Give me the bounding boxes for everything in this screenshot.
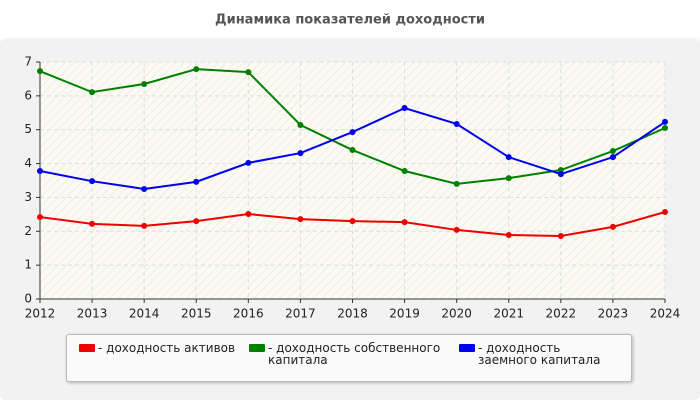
point [89, 220, 96, 227]
legend-label: - доходность активов [98, 341, 236, 355]
point [662, 208, 668, 215]
point [193, 178, 200, 185]
point [401, 168, 408, 175]
point [245, 211, 252, 218]
point [297, 216, 304, 223]
point [505, 175, 512, 182]
point [401, 219, 408, 226]
y-tick-label: 6 [24, 88, 32, 102]
point [609, 223, 616, 230]
x-tick-label: 2016 [233, 307, 264, 321]
x-tick-label: 2012 [25, 307, 56, 321]
chart-title: Динамика показателей доходности [215, 13, 485, 28]
x-tick-label: 2013 [77, 307, 108, 321]
point [349, 147, 356, 154]
point [557, 233, 564, 240]
x-tick-label: 2022 [546, 307, 577, 321]
y-tick-label: 3 [24, 190, 32, 204]
point [89, 178, 96, 185]
x-tick-label: 2015 [181, 307, 212, 321]
point [453, 180, 460, 187]
point [141, 185, 148, 192]
point [349, 129, 356, 136]
x-tick-label: 2023 [598, 307, 629, 321]
x-tick-label: 2020 [441, 307, 472, 321]
x-tick-label: 2021 [493, 307, 524, 321]
legend-item: - доходность собственного капитала [249, 342, 459, 381]
x-tick-label: 2014 [129, 307, 160, 321]
point [453, 226, 460, 233]
x-tick-label: 2017 [285, 307, 316, 321]
point [609, 148, 616, 155]
legend-swatch [459, 344, 475, 352]
point [297, 121, 304, 128]
point [37, 214, 43, 221]
legend-label: - доходность заемного капитала [478, 341, 601, 367]
point [557, 171, 564, 178]
y-tick-label: 0 [24, 292, 32, 306]
point [401, 105, 408, 112]
point [37, 68, 43, 75]
point [141, 222, 148, 229]
point [193, 218, 200, 225]
legend-swatch [249, 344, 265, 352]
point [505, 232, 512, 239]
y-tick-label: 5 [24, 122, 32, 136]
point [609, 154, 616, 161]
x-tick-label: 2024 [650, 307, 681, 321]
legend-item: - доходность заемного капитала [459, 342, 619, 381]
point [662, 125, 668, 132]
point [245, 159, 252, 166]
point [297, 150, 304, 157]
point [141, 81, 148, 88]
legend-label: - доходность собственного капитала [268, 341, 441, 367]
x-tick-label: 2019 [389, 307, 420, 321]
point [662, 118, 668, 125]
legend: - доходность активов - доходность собстве… [66, 334, 632, 382]
point [37, 168, 43, 175]
y-tick-label: 7 [24, 55, 32, 69]
point [505, 154, 512, 161]
y-tick-label: 4 [24, 156, 32, 170]
point [89, 89, 96, 96]
point [453, 120, 460, 127]
point [245, 69, 252, 76]
legend-item: - доходность активов [79, 342, 249, 381]
legend-swatch [79, 344, 95, 352]
x-tick-label: 2018 [337, 307, 368, 321]
point [349, 218, 356, 225]
y-tick-label: 1 [24, 258, 32, 272]
point [193, 66, 200, 73]
y-tick-label: 2 [24, 224, 32, 238]
